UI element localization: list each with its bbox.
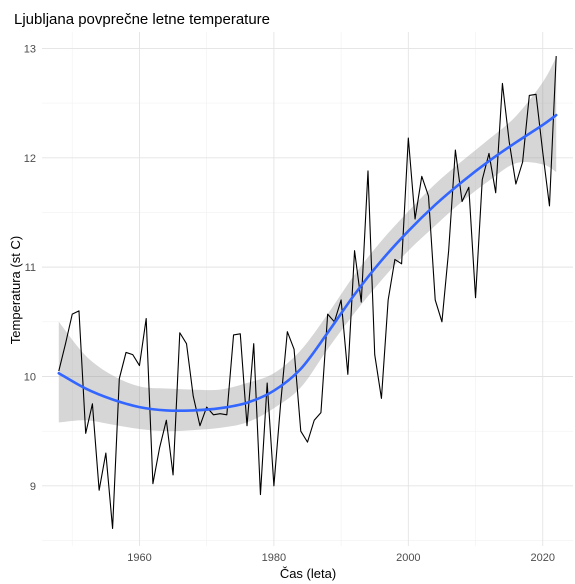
y-axis-title: Temperatura (st C) bbox=[8, 236, 23, 344]
chart-title: Ljubljana povprečne letne temperature bbox=[14, 11, 270, 28]
confidence-band bbox=[58, 57, 557, 432]
y-tick-label: 9 bbox=[30, 481, 36, 493]
x-axis-title: Čas (leta) bbox=[280, 566, 336, 581]
y-axis-tick-labels: 9 10 11 12 13 bbox=[24, 43, 36, 492]
x-tick-label: 2020 bbox=[531, 552, 555, 564]
y-tick-label: 10 bbox=[24, 371, 36, 383]
x-axis-tick-labels: 1960 1980 2000 2020 bbox=[127, 552, 555, 564]
observed-temperature-line bbox=[58, 56, 557, 530]
y-tick-label: 11 bbox=[25, 262, 36, 274]
x-tick-label: 1980 bbox=[262, 552, 286, 564]
smoothed-trend-line bbox=[57, 113, 558, 413]
x-tick-label: 2000 bbox=[396, 552, 420, 564]
grid bbox=[42, 32, 573, 546]
y-tick-label: 12 bbox=[24, 153, 36, 165]
x-tick-label: 1960 bbox=[127, 552, 151, 564]
y-tick-label: 13 bbox=[24, 43, 36, 55]
